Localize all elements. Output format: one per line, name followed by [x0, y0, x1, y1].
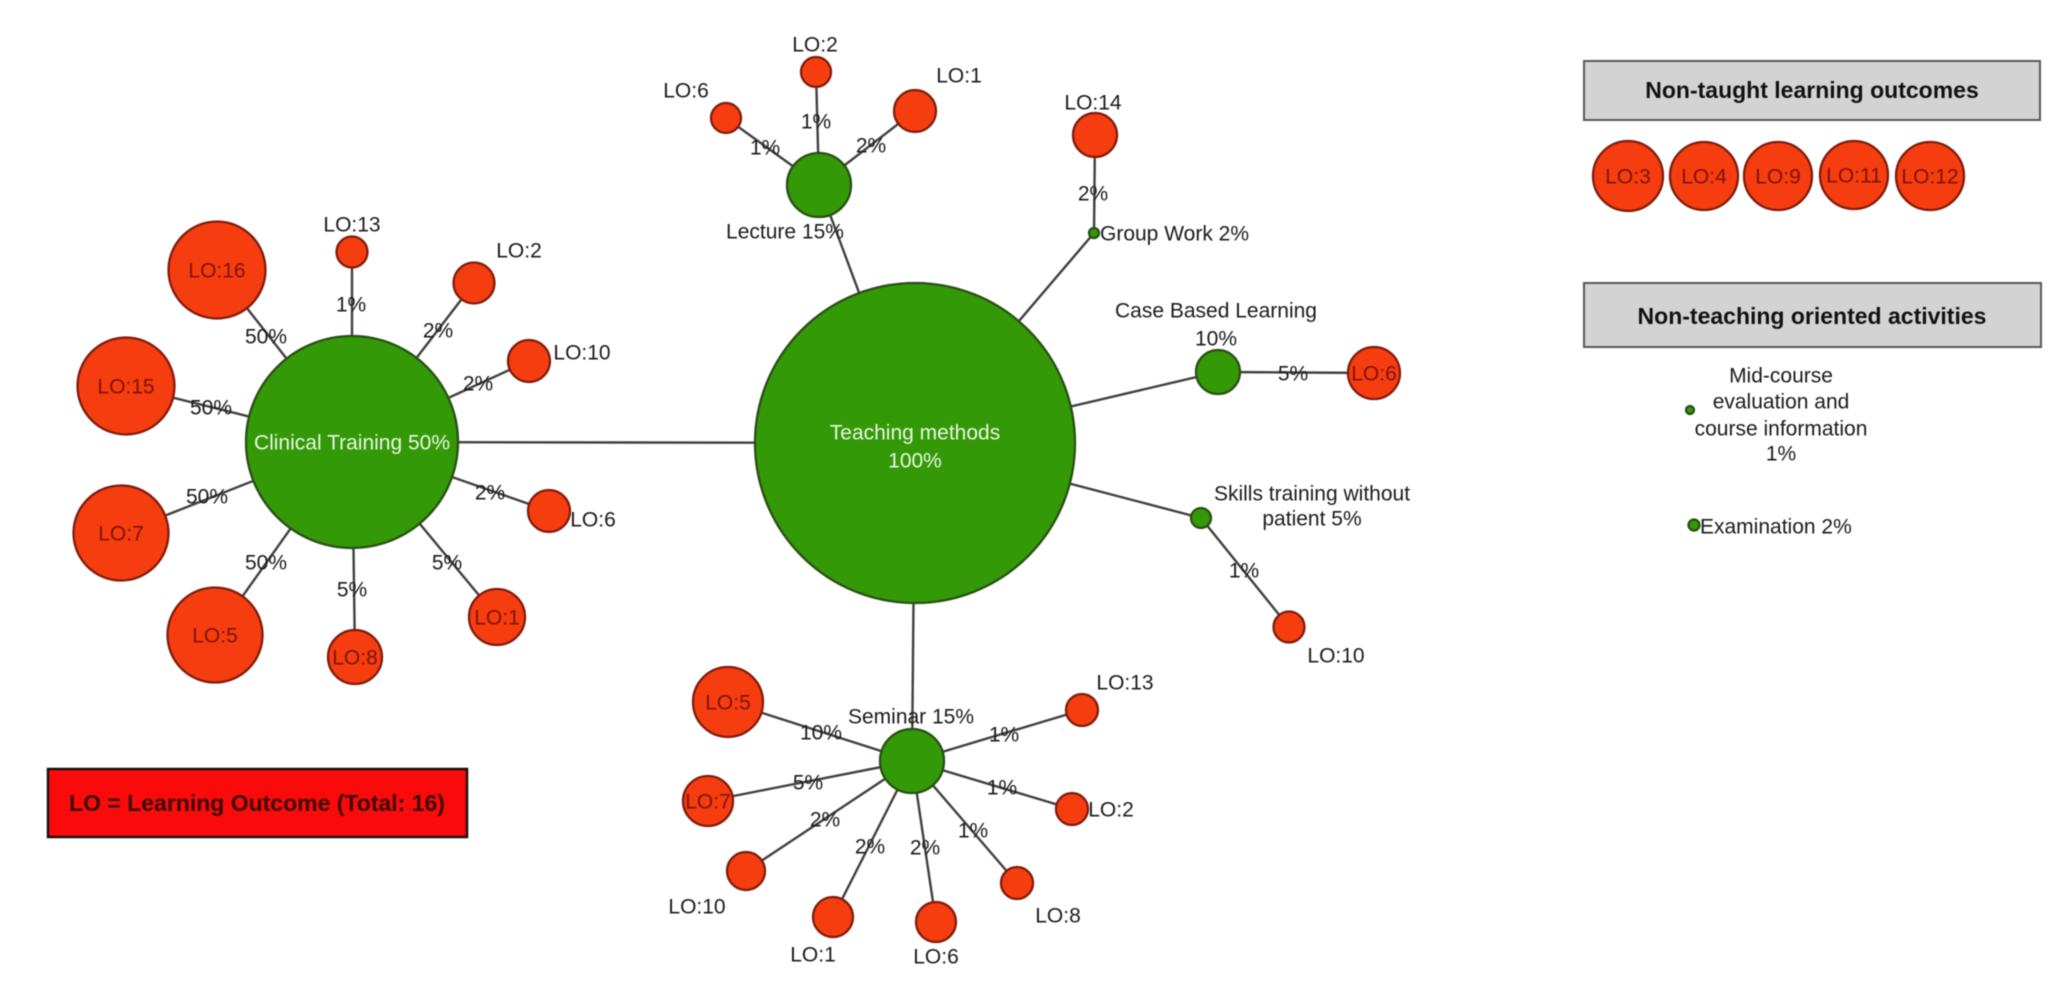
svg-text:LO:12: LO:12: [1901, 166, 1958, 189]
svg-text:LO:5: LO:5: [705, 692, 751, 715]
svg-text:2%: 2%: [1078, 183, 1108, 206]
svg-text:1%: 1%: [1229, 560, 1259, 583]
svg-text:LO:4: LO:4: [1681, 166, 1727, 189]
svg-text:Group Work 2%: Group Work 2%: [1100, 223, 1249, 246]
svg-text:Teaching methods: Teaching methods: [830, 422, 1000, 445]
svg-text:patient 5%: patient 5%: [1262, 508, 1361, 531]
svg-text:LO:1: LO:1: [790, 944, 836, 967]
svg-text:1%: 1%: [336, 294, 366, 317]
svg-text:LO:6: LO:6: [913, 946, 959, 969]
svg-text:LO:7: LO:7: [98, 523, 144, 546]
svg-text:1%: 1%: [801, 111, 831, 134]
svg-text:LO:3: LO:3: [1605, 166, 1651, 189]
svg-text:Skills training without: Skills training without: [1214, 483, 1410, 506]
svg-text:2%: 2%: [810, 809, 840, 832]
svg-text:LO:2: LO:2: [496, 240, 542, 263]
svg-text:LO:10: LO:10: [668, 896, 725, 919]
svg-text:LO = Learning Outcome (Total:: LO = Learning Outcome (Total: 16): [69, 790, 445, 816]
svg-text:10%: 10%: [1195, 328, 1237, 351]
svg-text:LO:13: LO:13: [1096, 672, 1153, 695]
svg-text:1%: 1%: [1766, 443, 1796, 466]
svg-text:2%: 2%: [855, 836, 885, 859]
svg-text:1%: 1%: [989, 724, 1019, 747]
svg-text:50%: 50%: [245, 326, 287, 349]
svg-text:2%: 2%: [423, 320, 453, 343]
svg-text:Non-teaching oriented activiti: Non-teaching oriented activities: [1638, 303, 1987, 329]
svg-text:LO:2: LO:2: [1088, 799, 1134, 822]
svg-text:LO:6: LO:6: [570, 509, 616, 532]
svg-text:LO:14: LO:14: [1064, 92, 1122, 115]
svg-text:LO:11: LO:11: [1826, 165, 1882, 188]
svg-text:LO:13: LO:13: [323, 214, 380, 237]
svg-text:50%: 50%: [190, 397, 232, 420]
svg-text:5%: 5%: [793, 772, 823, 795]
svg-text:LO:6: LO:6: [1351, 363, 1397, 386]
svg-text:1%: 1%: [987, 777, 1017, 800]
svg-text:LO:16: LO:16: [188, 260, 245, 283]
svg-text:5%: 5%: [1278, 363, 1308, 386]
svg-text:Examination 2%: Examination 2%: [1700, 516, 1852, 539]
svg-text:10%: 10%: [800, 722, 842, 745]
svg-text:2%: 2%: [856, 135, 886, 158]
svg-text:LO:5: LO:5: [192, 625, 238, 648]
svg-text:1%: 1%: [958, 820, 988, 843]
svg-text:50%: 50%: [186, 486, 228, 509]
svg-text:LO:8: LO:8: [1035, 905, 1081, 928]
svg-text:100%: 100%: [888, 450, 942, 473]
svg-text:LO:1: LO:1: [936, 65, 982, 88]
svg-text:1%: 1%: [750, 137, 780, 160]
svg-text:2%: 2%: [910, 837, 940, 860]
svg-text:LO:9: LO:9: [1755, 166, 1801, 189]
svg-text:5%: 5%: [337, 579, 367, 602]
svg-text:2%: 2%: [475, 482, 505, 505]
svg-text:course information: course information: [1695, 418, 1868, 441]
svg-text:50%: 50%: [245, 552, 287, 575]
svg-text:LO:10: LO:10: [1307, 645, 1364, 668]
svg-text:Mid-course: Mid-course: [1729, 365, 1833, 388]
svg-text:LO:15: LO:15: [97, 376, 154, 399]
svg-text:LO:7: LO:7: [685, 791, 731, 814]
svg-text:5%: 5%: [432, 552, 462, 575]
svg-text:LO:1: LO:1: [474, 607, 520, 630]
svg-text:2%: 2%: [463, 373, 493, 396]
svg-text:LO:8: LO:8: [332, 647, 378, 670]
svg-text:LO:6: LO:6: [663, 80, 709, 103]
svg-text:evaluation and: evaluation and: [1713, 391, 1850, 414]
svg-text:Seminar 15%: Seminar 15%: [848, 706, 974, 729]
svg-text:LO:10: LO:10: [553, 342, 610, 365]
svg-text:Case Based Learning: Case Based Learning: [1115, 300, 1317, 323]
svg-text:Lecture 15%: Lecture 15%: [726, 221, 844, 244]
svg-text:Non-taught learning outcomes: Non-taught learning outcomes: [1645, 77, 1979, 103]
svg-text:LO:2: LO:2: [792, 34, 838, 57]
svg-text:Clinical Training 50%: Clinical Training 50%: [254, 432, 450, 455]
